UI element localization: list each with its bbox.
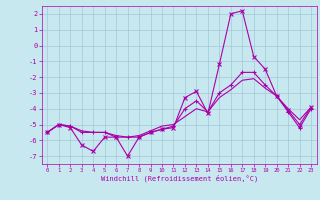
X-axis label: Windchill (Refroidissement éolien,°C): Windchill (Refroidissement éolien,°C) xyxy=(100,175,258,182)
